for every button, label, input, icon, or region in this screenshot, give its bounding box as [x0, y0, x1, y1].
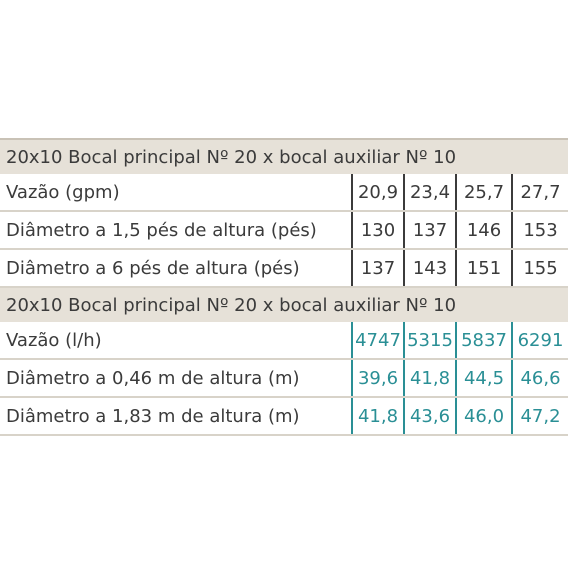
cell-value: 25,7 [455, 174, 512, 212]
table-row: Vazão (gpm) 20,9 23,4 25,7 27,7 [0, 174, 568, 212]
cell-value: 137 [403, 211, 456, 250]
cell-value: 155 [511, 249, 568, 288]
cell-value: 27,7 [511, 174, 568, 212]
cell-value: 153 [511, 211, 568, 250]
cell-value: 146 [455, 211, 512, 250]
table-row: Vazão (l/h) 4747 5315 5837 6291 [0, 322, 568, 360]
cell-value: 151 [455, 249, 512, 288]
cell-value: 6291 [511, 322, 568, 360]
metric-section-title: 20x10 Bocal principal Nº 20 x bocal auxi… [0, 287, 568, 322]
metric-section-header: 20x10 Bocal principal Nº 20 x bocal auxi… [0, 287, 568, 322]
table-row: Diâmetro a 6 pés de altura (pés) 137 143… [0, 249, 568, 288]
cell-value: 43,6 [403, 397, 456, 436]
table-row: Diâmetro a 1,5 pés de altura (pés) 130 1… [0, 211, 568, 250]
cell-value: 4747 [351, 322, 404, 360]
cell-value: 137 [351, 249, 404, 288]
table-row: Diâmetro a 1,83 m de altura (m) 41,8 43,… [0, 397, 568, 436]
row-label: Vazão (l/h) [0, 322, 352, 360]
row-label: Diâmetro a 6 pés de altura (pés) [0, 249, 352, 288]
cell-value: 143 [403, 249, 456, 288]
table-row: Diâmetro a 0,46 m de altura (m) 39,6 41,… [0, 359, 568, 398]
cell-value: 20,9 [351, 174, 404, 212]
cell-value: 5315 [403, 322, 456, 360]
row-label: Diâmetro a 0,46 m de altura (m) [0, 359, 352, 398]
cell-value: 5837 [455, 322, 512, 360]
cell-value: 46,0 [455, 397, 512, 436]
imperial-section-title: 20x10 Bocal principal Nº 20 x bocal auxi… [0, 138, 568, 174]
imperial-section-header: 20x10 Bocal principal Nº 20 x bocal auxi… [0, 138, 568, 174]
spec-table: 20x10 Bocal principal Nº 20 x bocal auxi… [0, 138, 568, 436]
row-label: Diâmetro a 1,83 m de altura (m) [0, 397, 352, 436]
cell-value: 41,8 [351, 397, 404, 436]
row-label: Diâmetro a 1,5 pés de altura (pés) [0, 211, 352, 250]
cell-value: 39,6 [351, 359, 404, 398]
row-label: Vazão (gpm) [0, 174, 352, 212]
cell-value: 44,5 [455, 359, 512, 398]
cell-value: 23,4 [403, 174, 456, 212]
cell-value: 47,2 [511, 397, 568, 436]
cell-value: 130 [351, 211, 404, 250]
cell-value: 41,8 [403, 359, 456, 398]
cell-value: 46,6 [511, 359, 568, 398]
